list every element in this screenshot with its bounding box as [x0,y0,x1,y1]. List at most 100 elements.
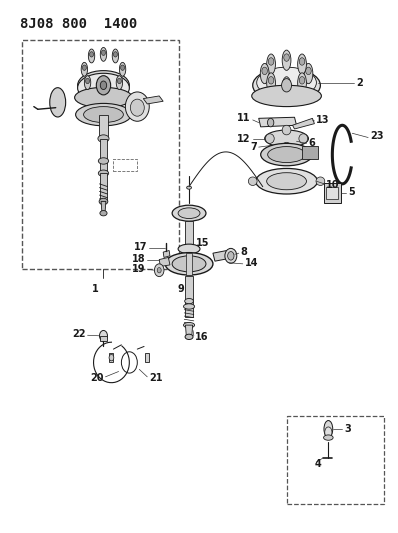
Ellipse shape [76,103,131,126]
Text: 17: 17 [134,242,147,252]
Circle shape [101,50,105,55]
Text: 6: 6 [308,139,315,148]
Ellipse shape [185,298,193,304]
Ellipse shape [84,107,123,123]
Polygon shape [109,353,113,362]
Polygon shape [100,173,107,200]
Ellipse shape [256,168,318,194]
Ellipse shape [225,248,237,263]
Polygon shape [100,336,107,341]
Ellipse shape [116,76,123,90]
Circle shape [299,77,305,84]
Ellipse shape [267,73,275,93]
Ellipse shape [304,63,313,84]
Polygon shape [185,325,193,336]
Ellipse shape [281,78,291,92]
Circle shape [284,80,289,88]
Ellipse shape [260,63,269,84]
Ellipse shape [299,134,308,143]
Text: 1: 1 [92,284,99,294]
Ellipse shape [316,177,325,185]
Text: 18: 18 [132,254,145,263]
Text: 2: 2 [356,78,363,87]
Polygon shape [185,221,193,246]
Bar [326,187,338,199]
Ellipse shape [100,211,107,216]
Text: 23: 23 [370,131,384,141]
Ellipse shape [324,435,333,440]
Bar [302,146,318,159]
Ellipse shape [100,47,107,61]
Ellipse shape [131,99,144,116]
Bar [22,40,179,269]
Ellipse shape [84,76,91,90]
Ellipse shape [267,54,275,74]
Text: 9: 9 [178,285,184,294]
Circle shape [100,330,107,341]
Circle shape [82,65,86,70]
Polygon shape [101,201,106,212]
Polygon shape [99,115,108,139]
Ellipse shape [282,125,291,135]
Circle shape [268,77,274,84]
Circle shape [86,78,90,84]
Ellipse shape [165,253,213,275]
Bar [113,159,137,171]
Ellipse shape [298,73,306,93]
Polygon shape [163,251,170,257]
Circle shape [100,81,107,90]
Polygon shape [143,96,163,104]
Circle shape [267,118,274,127]
Ellipse shape [112,49,119,63]
Ellipse shape [282,50,291,70]
Circle shape [109,354,114,361]
Text: 16: 16 [195,332,209,342]
Ellipse shape [99,198,108,205]
Text: 7: 7 [250,142,257,152]
Ellipse shape [98,170,109,176]
Ellipse shape [78,70,129,100]
Text: 15: 15 [196,238,210,247]
Polygon shape [100,139,107,171]
Ellipse shape [172,205,206,221]
Ellipse shape [253,68,320,102]
Ellipse shape [178,208,200,219]
Text: 4: 4 [314,459,321,469]
Circle shape [228,252,234,260]
Text: 22: 22 [72,329,86,339]
Text: 21: 21 [149,374,163,383]
Text: 5: 5 [348,187,355,197]
Polygon shape [145,353,149,362]
Circle shape [90,52,94,57]
Ellipse shape [282,77,291,97]
Text: 20: 20 [90,374,103,383]
Polygon shape [213,251,229,261]
Ellipse shape [265,134,274,143]
Ellipse shape [325,427,332,438]
Text: 14: 14 [245,258,258,268]
Polygon shape [293,118,314,129]
Ellipse shape [172,256,206,272]
Ellipse shape [252,85,322,107]
Ellipse shape [267,173,306,190]
Ellipse shape [98,158,109,164]
Ellipse shape [119,62,126,76]
Text: 12: 12 [237,134,251,143]
Ellipse shape [50,87,66,117]
Circle shape [284,54,289,61]
Ellipse shape [81,62,88,76]
Text: 19: 19 [132,264,145,274]
Ellipse shape [78,73,129,102]
Ellipse shape [267,147,306,163]
Ellipse shape [298,54,306,74]
Circle shape [113,52,117,57]
Circle shape [268,58,274,65]
Ellipse shape [257,67,316,98]
Ellipse shape [282,142,291,152]
Bar [287,416,384,504]
Circle shape [96,76,111,95]
Polygon shape [185,276,193,317]
Ellipse shape [125,92,149,122]
Ellipse shape [187,186,191,189]
Ellipse shape [324,421,333,438]
